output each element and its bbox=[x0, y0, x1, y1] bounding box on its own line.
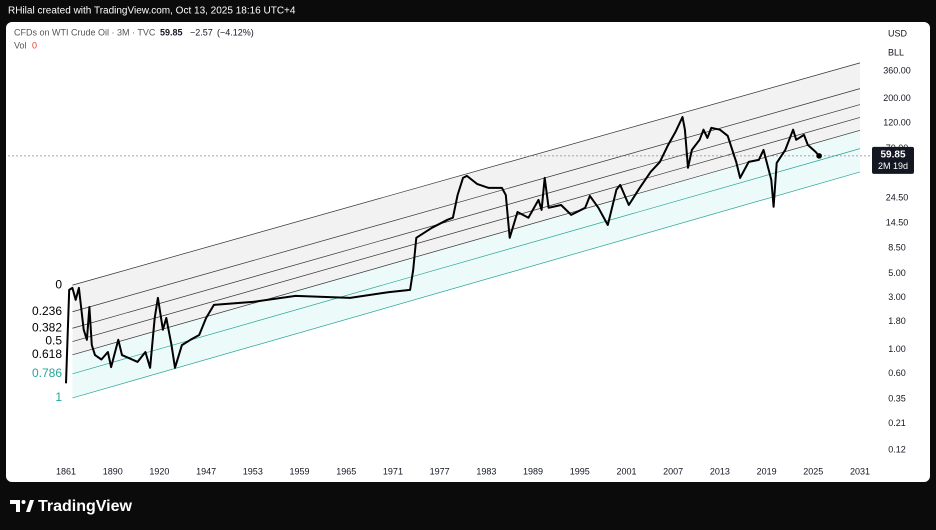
fib-level-label: 0.236 bbox=[32, 304, 62, 318]
fib-level-line bbox=[72, 171, 861, 399]
y-tick-label: 14.50 bbox=[886, 217, 909, 227]
last-price: 59.85 bbox=[160, 27, 183, 37]
price-line bbox=[65, 116, 820, 384]
volume: 0 bbox=[32, 40, 37, 50]
brand: TradingView bbox=[38, 498, 133, 515]
fib-level-line bbox=[72, 129, 861, 356]
y-tick-label: 0.60 bbox=[888, 368, 906, 378]
logo: TradingView bbox=[10, 498, 133, 515]
x-tick-label: 1959 bbox=[290, 466, 310, 476]
x-tick-label: 1953 bbox=[243, 466, 263, 476]
x-tick-label: 1890 bbox=[103, 466, 123, 476]
last-point bbox=[816, 153, 822, 159]
y-tick-label: 1.80 bbox=[888, 316, 906, 326]
fib-level-line bbox=[72, 62, 861, 286]
channel-fill-lower bbox=[72, 130, 860, 398]
change-pct: (−4.12%) bbox=[217, 27, 254, 37]
attribution: RHilal created with TradingView.com, Oct… bbox=[8, 6, 296, 17]
x-tick-label: 1920 bbox=[149, 466, 169, 476]
x-tick-label: 1965 bbox=[336, 466, 356, 476]
x-tick-label: 2007 bbox=[663, 466, 683, 476]
logo-slash bbox=[26, 500, 34, 512]
y-tick-label: 3.00 bbox=[888, 292, 906, 302]
currency: USD bbox=[888, 28, 908, 38]
price-badge bbox=[872, 146, 914, 174]
logo-dot bbox=[21, 500, 26, 504]
channel-fill-upper bbox=[72, 62, 860, 355]
volume-label: Vol bbox=[14, 40, 27, 50]
unit: BLL bbox=[888, 47, 904, 57]
x-tick-label: 2031 bbox=[850, 466, 870, 476]
fib-level-label: 0 bbox=[55, 277, 62, 291]
logo-mark bbox=[10, 500, 20, 512]
x-tick-label: 2001 bbox=[616, 466, 636, 476]
x-tick-label: 2019 bbox=[757, 466, 777, 476]
y-tick-label: 0.35 bbox=[888, 394, 906, 404]
x-tick-label: 1989 bbox=[523, 466, 543, 476]
fib-level-label: 0.5 bbox=[45, 334, 62, 348]
price-badge-value: 59.85 bbox=[880, 150, 905, 161]
symbol: CFDs on WTI Crude Oil · 3M · TVC bbox=[14, 27, 156, 37]
fib-level-line bbox=[72, 148, 861, 375]
fib-level-line bbox=[72, 88, 861, 313]
price-badge-countdown: 2M 19d bbox=[878, 161, 908, 171]
y-tick-label: 8.50 bbox=[888, 243, 906, 253]
fib-level-label: 0.618 bbox=[32, 347, 62, 361]
y-tick-label: 0.21 bbox=[888, 418, 906, 428]
x-tick-label: 1995 bbox=[570, 466, 590, 476]
x-tick-label: 2025 bbox=[803, 466, 823, 476]
y-tick-label: 200.00 bbox=[883, 93, 911, 103]
y-tick-label: 5.00 bbox=[888, 268, 906, 278]
y-tick-label: 24.50 bbox=[886, 193, 909, 203]
x-tick-label: 1977 bbox=[430, 466, 450, 476]
fib-level-label: 0.786 bbox=[32, 366, 62, 380]
x-tick-label: 2013 bbox=[710, 466, 730, 476]
fib-level-label: 1 bbox=[55, 390, 62, 404]
y-tick-label: 120.00 bbox=[883, 117, 911, 127]
x-tick-label: 1983 bbox=[476, 466, 496, 476]
x-tick-label: 1861 bbox=[56, 466, 76, 476]
fib-level-line bbox=[72, 117, 861, 342]
y-tick-label: 360.00 bbox=[883, 65, 911, 75]
x-tick-label: 1971 bbox=[383, 466, 403, 476]
y-tick-label: 1.00 bbox=[888, 344, 906, 354]
channel-fills bbox=[72, 62, 860, 398]
y-tick-label: 0.12 bbox=[888, 444, 906, 454]
x-tick-label: 1947 bbox=[196, 466, 216, 476]
fib-level-label: 0.382 bbox=[32, 320, 62, 334]
change: −2.57 bbox=[190, 27, 213, 37]
